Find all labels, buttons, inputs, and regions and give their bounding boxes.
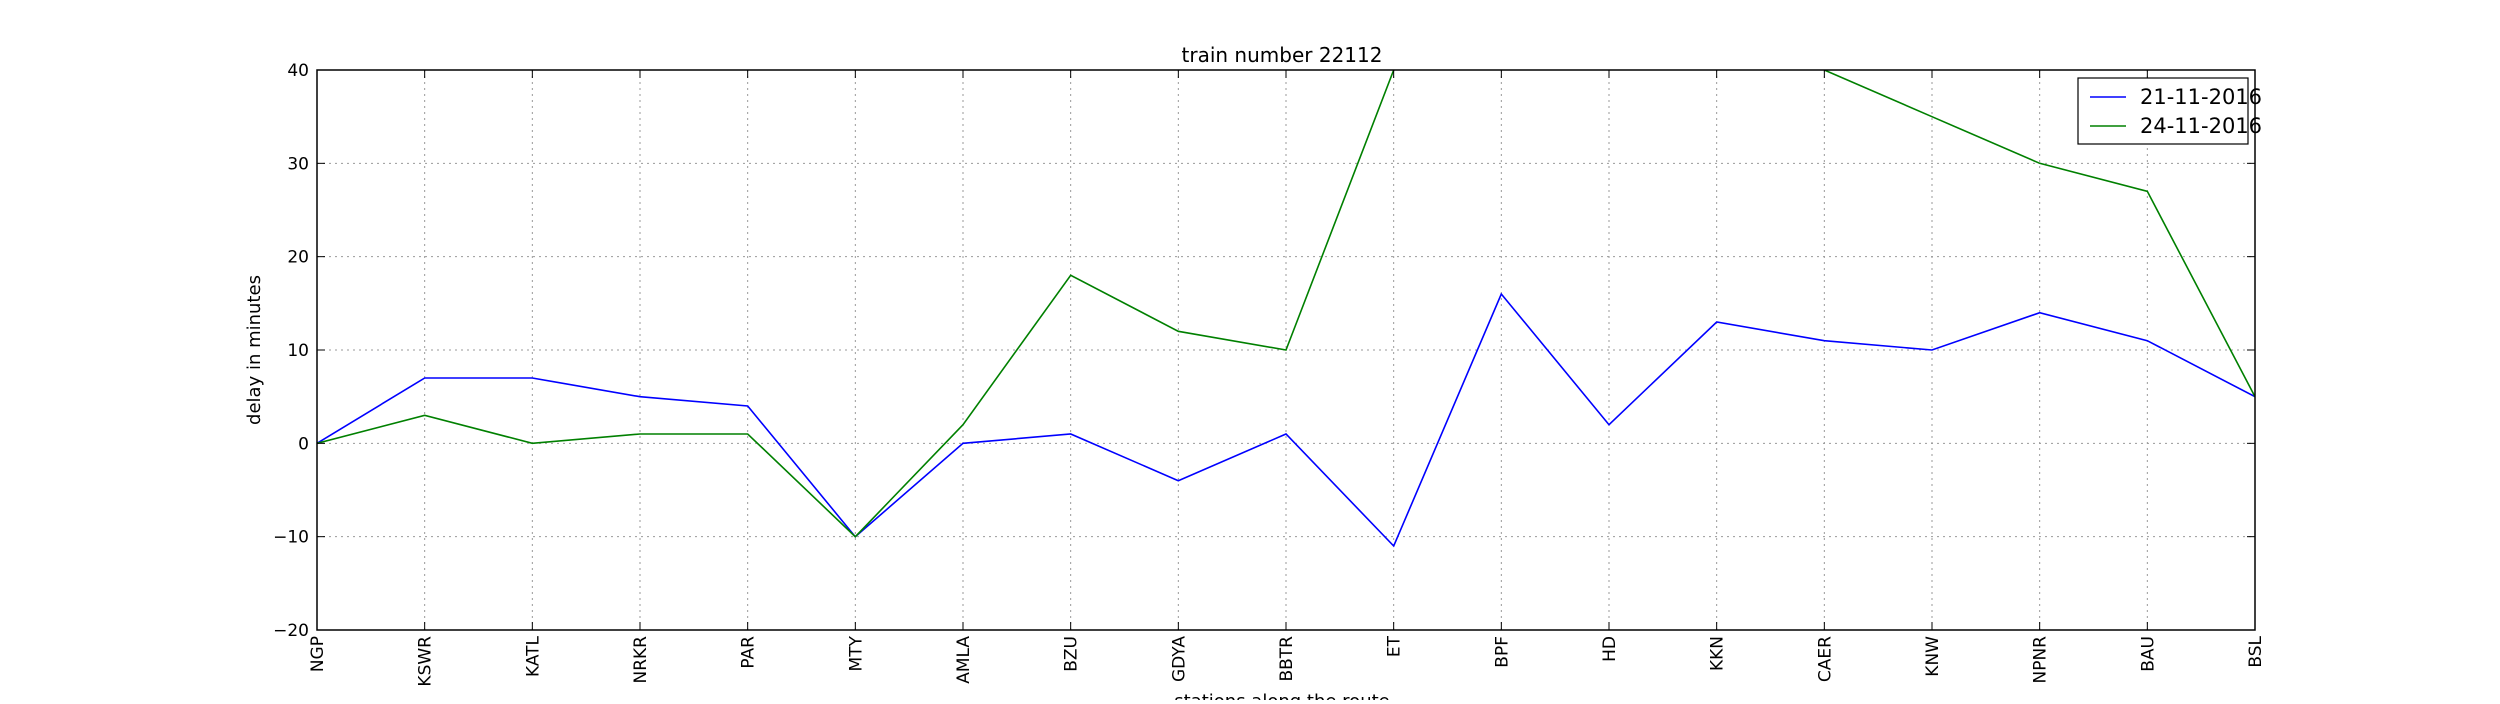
x-tick-label: KSWR xyxy=(416,636,436,687)
y-tick-label: −10 xyxy=(273,528,309,548)
x-tick-label: KNW xyxy=(1923,636,1943,677)
axis-ticks: −20 −10 0 10 20 30 40 NGP KSWR KATL NRKR PAR MTY AMLA… xyxy=(273,61,2266,687)
y-tick-label: 30 xyxy=(287,154,309,174)
legend-label: 24-11-2016 xyxy=(2140,114,2262,138)
x-tick-label: BPF xyxy=(1492,636,1512,668)
legend: 21-11-2016 24-11-2016 xyxy=(2077,77,2262,145)
x-tick-label: NGP xyxy=(308,636,328,672)
x-tick-label: KATL xyxy=(523,635,543,677)
x-tick-label: KKN xyxy=(1708,636,1728,671)
x-tick-label: AMLA xyxy=(954,636,974,684)
x-tick-label: ET xyxy=(1385,635,1405,657)
y-tick-label: 10 xyxy=(287,341,309,361)
y-tick-label: 40 xyxy=(287,61,309,81)
series-lines xyxy=(317,70,2255,548)
series-line-2 xyxy=(317,70,2255,538)
x-tick-label: PAR xyxy=(739,636,759,669)
x-tick-label: BBTR xyxy=(1277,636,1297,682)
x-tick-label: NPNR xyxy=(2031,636,2051,684)
legend-box xyxy=(2077,77,2249,145)
x-tick-label: CAER xyxy=(1815,636,1835,682)
y-tick-label: 0 xyxy=(298,434,309,454)
legend-label: 21-11-2016 xyxy=(2140,85,2262,109)
y-axis-label: delay in minutes xyxy=(244,275,265,425)
x-tick-label: BAU xyxy=(2138,636,2158,672)
x-tick-label: NRKR xyxy=(631,636,651,684)
chart-title: train number 22112 xyxy=(1182,43,1383,67)
series-line-1 xyxy=(317,292,2255,548)
x-tick-label: HD xyxy=(1600,636,1620,662)
y-tick-label: 20 xyxy=(287,248,309,268)
x-tick-label: GDYA xyxy=(1169,636,1189,682)
x-tick-label: BZU xyxy=(1062,636,1082,672)
x-tick-label: BSL xyxy=(2246,635,2266,667)
x-tick-label: MTY xyxy=(846,635,866,671)
y-tick-label: −20 xyxy=(273,621,309,641)
x-axis-label: stations along the route xyxy=(1174,691,1389,700)
